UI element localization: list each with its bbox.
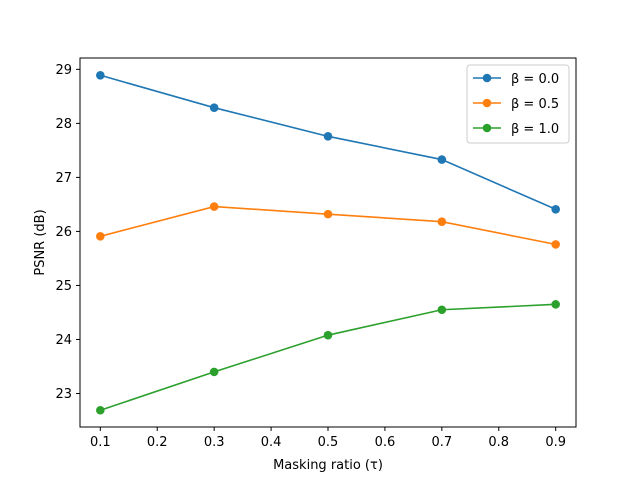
data-point	[551, 240, 560, 249]
data-point	[437, 217, 447, 226]
y-tick-label: 23	[55, 387, 72, 402]
data-point	[209, 103, 219, 113]
y-axis-label: PSNR (dB)	[33, 209, 48, 275]
data-point	[96, 70, 105, 80]
legend-label: β = 0.5	[511, 97, 559, 112]
data-point	[209, 202, 219, 211]
y-tick-label: 29	[55, 63, 72, 78]
data-point	[323, 132, 333, 141]
plot-area	[96, 70, 560, 415]
legend-marker	[482, 98, 492, 108]
legend-marker	[482, 123, 492, 133]
legend: β = 0.0 β = 0.5 β = 1.0	[466, 64, 570, 144]
legend-marker	[482, 73, 492, 83]
y-tick-label: 26	[55, 225, 72, 240]
y-tick-label: 28	[55, 117, 72, 132]
x-tick-label: 0.3	[204, 435, 225, 450]
x-tick-label: 0.1	[90, 435, 111, 450]
x-tick-label: 0.4	[261, 435, 282, 450]
data-point	[323, 209, 333, 219]
x-tick-label: 0.2	[147, 435, 168, 450]
legend-box	[466, 64, 570, 144]
x-tick-label: 0.9	[545, 435, 566, 450]
data-point	[551, 204, 560, 214]
y-tick-label: 25	[55, 279, 72, 294]
y-tick-label: 24	[55, 333, 72, 348]
x-tick-label: 0.6	[375, 435, 396, 450]
x-axis-ticks: 0.1 0.2 0.3 0.4 0.5 0.6 0.7 0.8 0.9	[90, 427, 566, 450]
y-axis-ticks: 23 24 25 26 27 28 29	[55, 63, 80, 402]
data-point	[96, 231, 105, 241]
x-tick-label: 0.7	[431, 435, 452, 450]
x-axis-label: Masking ratio (τ)	[273, 458, 383, 473]
data-point	[551, 300, 560, 309]
y-tick-label: 27	[55, 171, 72, 186]
legend-label: β = 0.0	[511, 72, 559, 87]
data-point	[209, 367, 219, 377]
x-tick-label: 0.8	[488, 435, 509, 450]
data-point	[437, 155, 447, 164]
data-point	[96, 405, 105, 415]
data-point	[437, 305, 447, 315]
x-tick-label: 0.5	[318, 435, 339, 450]
data-point	[323, 330, 333, 340]
legend-label: β = 1.0	[511, 122, 559, 137]
